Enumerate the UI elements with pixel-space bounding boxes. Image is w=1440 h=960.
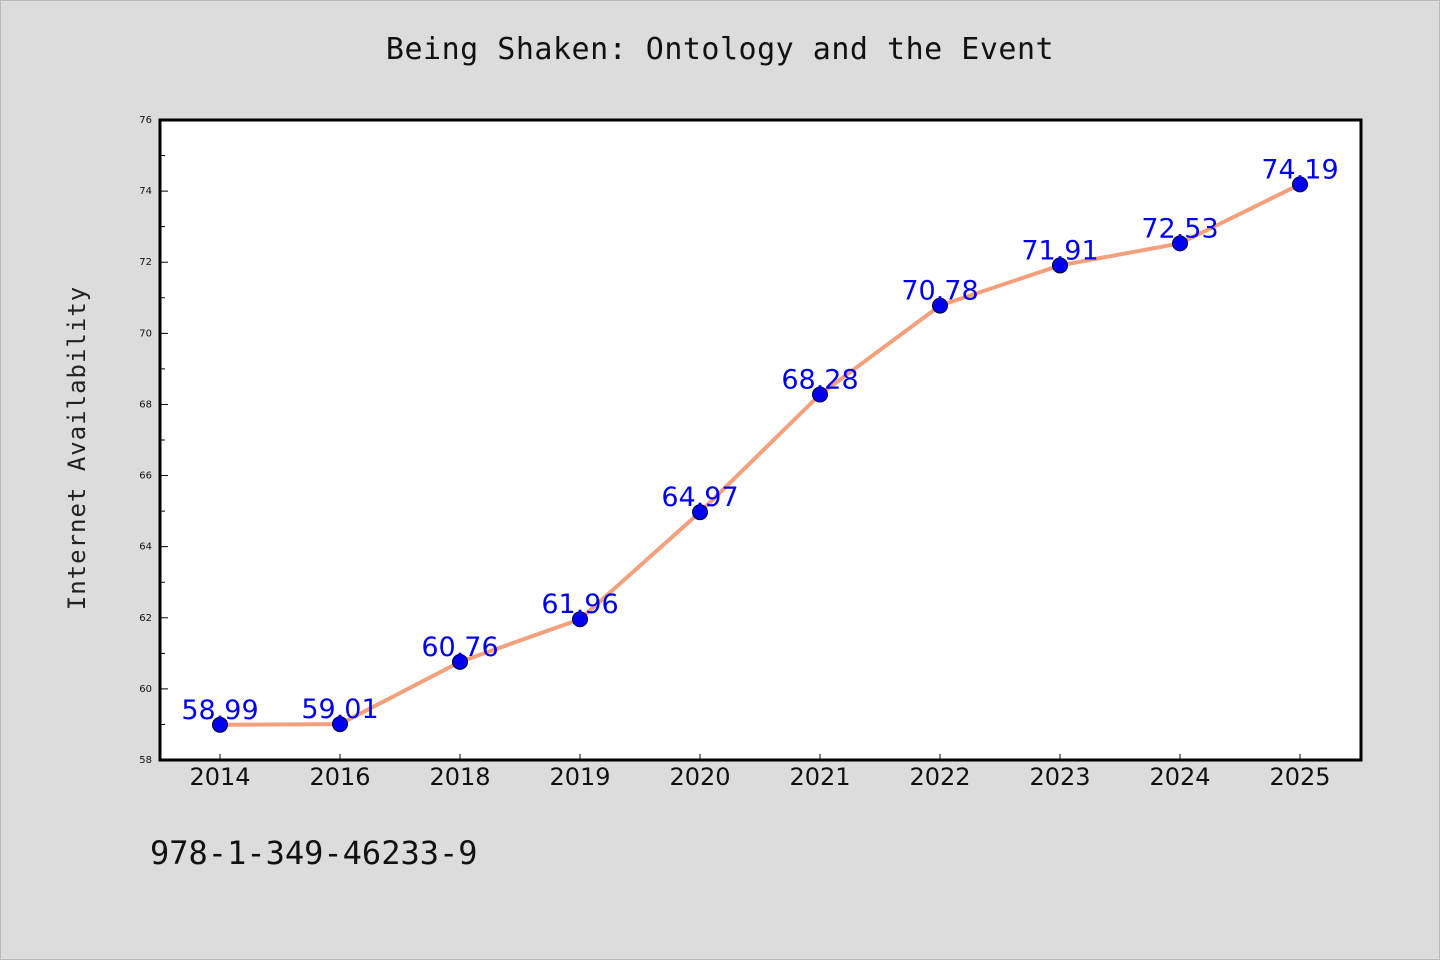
y-axis-ticks: 58 60 62 64 66 68 70 72 74 76: [139, 115, 168, 766]
x-tick-label: 2020: [669, 763, 730, 791]
data-label: 72.53: [1141, 213, 1218, 244]
x-tick-label: 2023: [1029, 763, 1090, 791]
x-tick-label: 2014: [189, 763, 250, 791]
data-point: [572, 611, 588, 628]
data-point: [932, 297, 948, 314]
data-label: 74.19: [1261, 154, 1338, 185]
x-tick-label: 2019: [549, 763, 610, 791]
y-tick-label: 68: [139, 399, 152, 410]
x-tick-label: 2022: [909, 763, 970, 791]
plot-area: [158, 118, 1363, 762]
data-point: [452, 653, 468, 670]
y-tick-label: 58: [139, 755, 152, 766]
data-point: [332, 716, 348, 733]
series-line: [219, 182, 1301, 727]
data-point: [1052, 257, 1068, 274]
chart-title: Being Shaken: Ontology and the Event: [385, 32, 1055, 67]
data-label: 59.01: [301, 694, 378, 725]
data-label: 64.97: [661, 482, 738, 513]
data-point: [1292, 176, 1308, 193]
x-tick-label: 2025: [1269, 763, 1330, 791]
data-point: [1172, 235, 1188, 252]
y-tick-label: 76: [139, 115, 152, 126]
data-label: 70.78: [901, 276, 978, 307]
data-label: 58.99: [181, 695, 258, 726]
x-tick-label: 2024: [1149, 763, 1210, 791]
data-point: [212, 716, 228, 733]
x-tick-label: 2021: [789, 763, 850, 791]
y-tick-label: 72: [139, 257, 152, 268]
data-label: 61.96: [541, 589, 618, 620]
x-tick-label: 2016: [309, 763, 370, 791]
series-group: 58.99 59.01 60.76 61.96 64.97 68.28 70.78 71.91…: [181, 154, 1339, 733]
y-tick-label: 74: [139, 186, 152, 197]
x-tick-label: 2018: [429, 763, 490, 791]
y-tick-label: 70: [139, 328, 152, 339]
y-tick-label: 66: [139, 471, 152, 482]
data-label: 71.91: [1021, 235, 1098, 266]
data-point: [692, 504, 708, 521]
x-axis-ticks: 2014 2016 2018 2019 2020 2021 2022 2023 2024 2025: [189, 754, 1331, 791]
data-label: 60.76: [421, 632, 498, 663]
data-label: 68.28: [781, 364, 858, 395]
y-tick-label: 64: [139, 542, 152, 553]
y-tick-label: 62: [139, 613, 152, 624]
y-tick-label: 60: [139, 684, 152, 695]
data-point: [812, 386, 828, 403]
isbn-text: 978-1-349-46233-9: [150, 834, 478, 872]
